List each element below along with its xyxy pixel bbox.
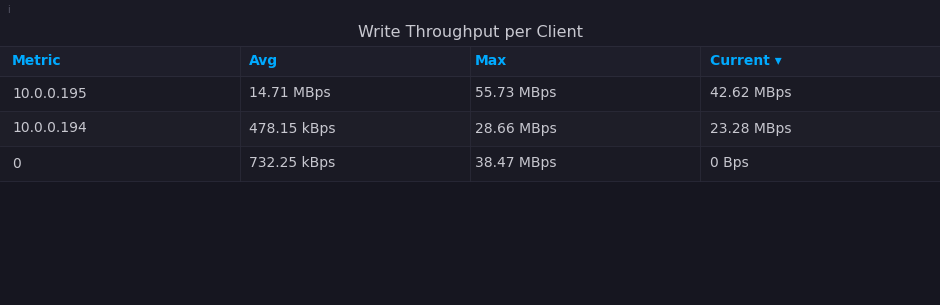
Bar xyxy=(0,46,940,76)
Bar xyxy=(0,146,940,181)
Text: 0: 0 xyxy=(12,156,21,170)
Bar xyxy=(0,76,940,111)
Text: Avg: Avg xyxy=(249,54,278,68)
Text: 10.0.0.194: 10.0.0.194 xyxy=(12,121,87,135)
Text: 478.15 kBps: 478.15 kBps xyxy=(249,121,336,135)
Text: 55.73 MBps: 55.73 MBps xyxy=(475,87,556,101)
Text: 14.71 MBps: 14.71 MBps xyxy=(249,87,331,101)
Text: 38.47 MBps: 38.47 MBps xyxy=(475,156,556,170)
Text: Metric: Metric xyxy=(12,54,62,68)
Text: 23.28 MBps: 23.28 MBps xyxy=(710,121,791,135)
Text: 0 Bps: 0 Bps xyxy=(710,156,748,170)
Text: 10.0.0.195: 10.0.0.195 xyxy=(12,87,87,101)
Text: 28.66 MBps: 28.66 MBps xyxy=(475,121,556,135)
Text: Current ▾: Current ▾ xyxy=(710,54,781,68)
Text: 732.25 kBps: 732.25 kBps xyxy=(249,156,336,170)
Text: i: i xyxy=(7,5,9,15)
Text: Write Throughput per Client: Write Throughput per Client xyxy=(357,24,583,40)
Bar xyxy=(0,0,940,46)
Bar xyxy=(0,111,940,146)
Text: Max: Max xyxy=(475,54,507,68)
Text: 42.62 MBps: 42.62 MBps xyxy=(710,87,791,101)
